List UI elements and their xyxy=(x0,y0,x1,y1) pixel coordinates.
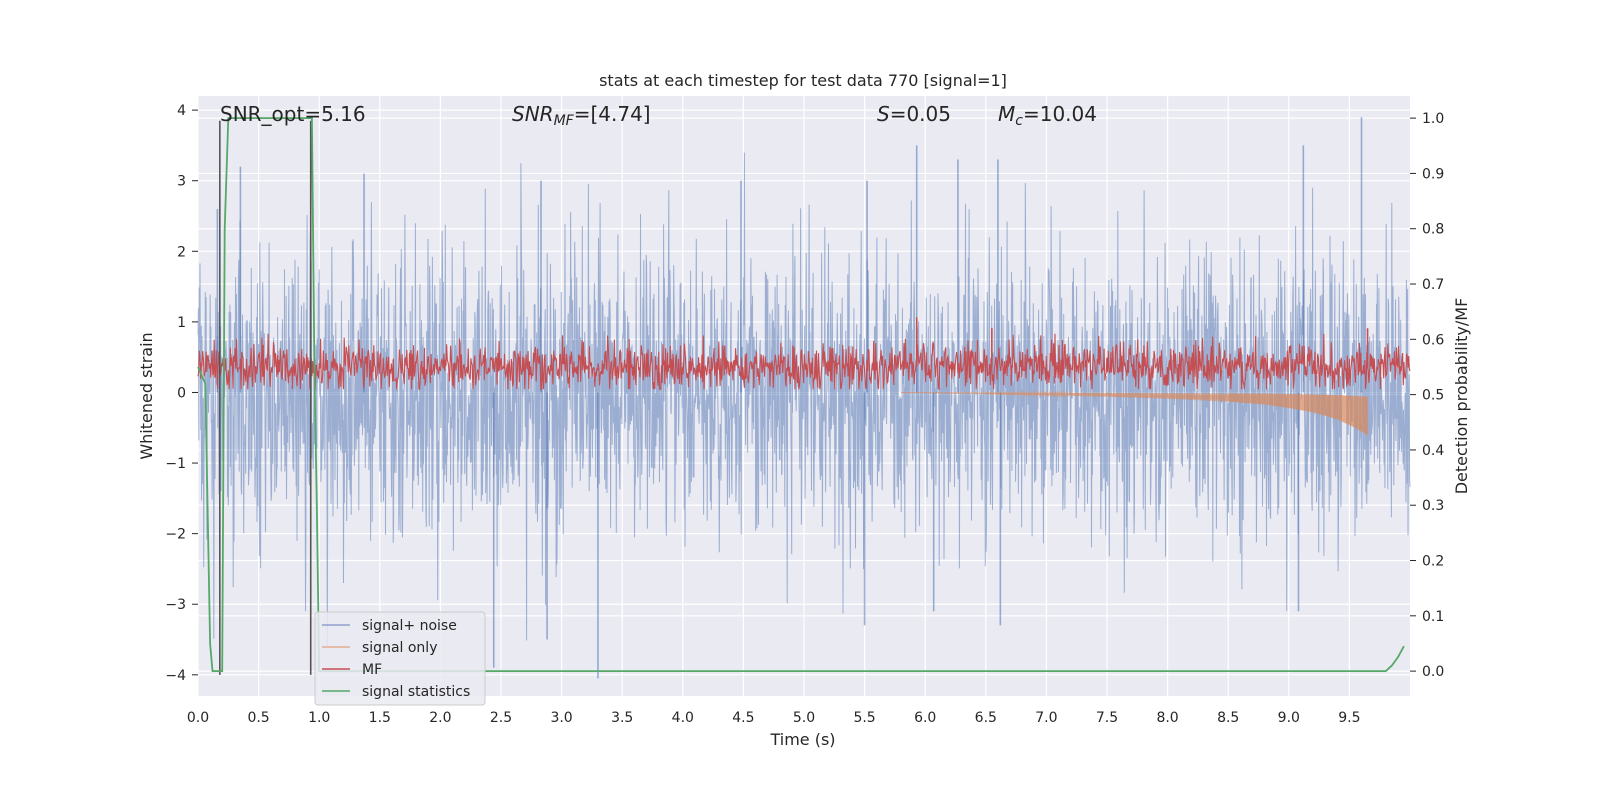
series-signal-only xyxy=(901,390,1368,435)
x-tick-label: 3.0 xyxy=(550,710,572,726)
x-tick-label: 2.0 xyxy=(429,710,451,726)
y-right-tick-label: 1.0 xyxy=(1422,111,1444,127)
annotations: SNR_opt=5.16 SNRMF=[4.74] S=0.05 Mc=10.0… xyxy=(220,102,1097,129)
x-tick-label: 6.0 xyxy=(914,710,936,726)
signal-only-line xyxy=(901,390,1368,435)
y-left-tick-label: −1 xyxy=(165,456,186,472)
x-tick-label: 8.0 xyxy=(1156,710,1178,726)
x-tick-label: 5.5 xyxy=(853,710,875,726)
x-axis-ticks: 0.0 0.5 1.0 1.5 2.0 2.5 3.0 3.5 4.0 4.5 5.0 5.5 6.0 6… xyxy=(187,710,1361,726)
x-axis-label: Time (s) xyxy=(769,730,835,749)
y-right-tick-label: 0.7 xyxy=(1422,277,1444,293)
y-right-axis-label: Detection probability/MF xyxy=(1452,298,1471,495)
mf-line xyxy=(197,333,1411,391)
y-right-tick-label: 0.8 xyxy=(1422,222,1444,238)
legend-label: MF xyxy=(362,662,382,678)
legend-label: signal only xyxy=(362,640,437,656)
y-right-axis-ticks: 1.0 0.9 0.8 0.7 0.6 0.5 0.4 0.3 0.2 0.1 0.0 xyxy=(1410,111,1444,680)
annotation-s: S=0.05 xyxy=(877,102,951,126)
series-mf xyxy=(197,317,1411,391)
y-right-tick-label: 0.1 xyxy=(1422,609,1444,625)
legend-entry-signal-statistics: signal statistics xyxy=(322,684,470,700)
y-right-tick-label: 0.6 xyxy=(1422,332,1444,348)
y-left-axis-label: Whitened strain xyxy=(137,332,156,459)
x-tick-label: 5.0 xyxy=(793,710,815,726)
x-tick-label: 9.5 xyxy=(1338,710,1360,726)
y-right-tick-label: 0.5 xyxy=(1422,388,1444,404)
legend-entry-signal-only: signal only xyxy=(322,640,437,656)
x-tick-label: 7.5 xyxy=(1096,710,1118,726)
y-left-tick-label: 4 xyxy=(177,103,186,119)
x-tick-label: 0.0 xyxy=(187,710,209,726)
legend-entry-signal-noise: signal+ noise xyxy=(322,618,457,634)
annotation-mc: Mc=10.04 xyxy=(998,102,1097,129)
legend-label: signal+ noise xyxy=(362,618,457,634)
x-tick-label: 1.0 xyxy=(308,710,330,726)
y-right-tick-label: 0.0 xyxy=(1422,664,1444,680)
x-tick-label: 9.0 xyxy=(1278,710,1300,726)
y-right-tick-label: 0.9 xyxy=(1422,166,1444,182)
legend: signal+ noise signal only MF signal stat… xyxy=(314,611,486,706)
x-tick-label: 6.5 xyxy=(975,710,997,726)
x-tick-label: 1.5 xyxy=(369,710,391,726)
y-left-axis-ticks: 4 3 2 1 0 −1 −2 −3 −4 xyxy=(165,103,198,684)
series-signal-statistics xyxy=(197,117,1405,672)
y-left-tick-label: 2 xyxy=(177,244,186,260)
vertical-markers xyxy=(219,120,312,675)
chart-title: stats at each timestep for test data 770… xyxy=(599,71,1007,90)
legend-label: signal statistics xyxy=(362,684,470,700)
signal-noise-line xyxy=(197,152,1411,647)
y-left-tick-label: −4 xyxy=(165,668,186,684)
y-left-tick-label: 3 xyxy=(177,174,186,190)
x-tick-label: 8.5 xyxy=(1217,710,1239,726)
legend-entry-mf: MF xyxy=(322,662,382,678)
y-right-tick-label: 0.2 xyxy=(1422,554,1444,570)
legend-box xyxy=(314,611,486,706)
x-tick-label: 3.5 xyxy=(611,710,633,726)
x-tick-label: 4.0 xyxy=(672,710,694,726)
x-tick-label: 2.5 xyxy=(490,710,512,726)
y-left-tick-label: 0 xyxy=(177,385,186,401)
x-tick-label: 4.5 xyxy=(732,710,754,726)
signal-statistics-line xyxy=(197,117,1405,672)
y-left-tick-label: −2 xyxy=(165,527,186,543)
y-right-tick-label: 0.4 xyxy=(1422,443,1444,459)
annotation-snr-mf: SNRMF=[4.74] xyxy=(512,102,651,129)
y-left-tick-label: 1 xyxy=(177,315,186,331)
annotation-snr-opt: SNR_opt=5.16 xyxy=(220,102,366,126)
x-tick-label: 0.5 xyxy=(247,710,269,726)
series-signal-noise xyxy=(197,117,1411,679)
y-left-tick-label: −3 xyxy=(165,597,186,613)
x-tick-label: 7.0 xyxy=(1035,710,1057,726)
y-right-tick-label: 0.3 xyxy=(1422,498,1444,514)
